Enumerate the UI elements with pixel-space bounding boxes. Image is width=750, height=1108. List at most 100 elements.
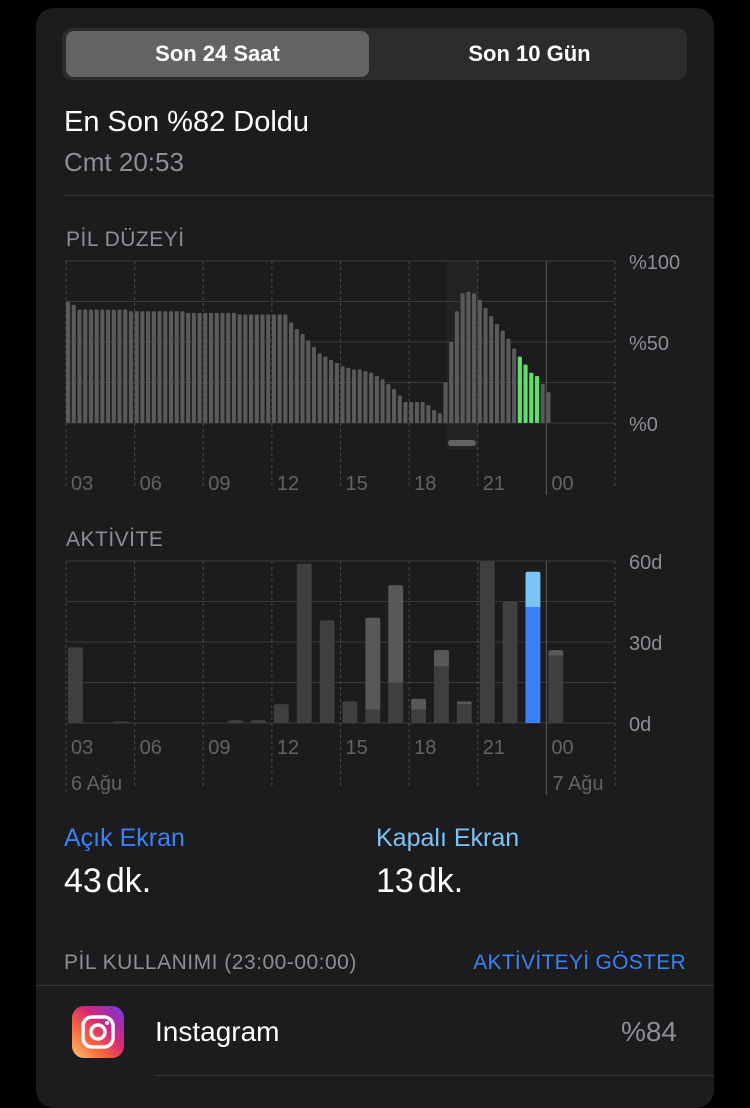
battery-bar	[111, 309, 116, 423]
battery-bar	[363, 371, 368, 423]
charging-indicator	[448, 440, 476, 446]
screen-on-segment	[548, 655, 564, 723]
battery-bar	[157, 311, 162, 423]
activity-bar[interactable]	[411, 698, 426, 723]
battery-bar	[168, 311, 174, 423]
battery-bar	[151, 311, 156, 423]
battery-usage-heading: PİL KULLANIMI (23:00-00:00)	[64, 951, 357, 974]
battery-bar	[106, 309, 111, 423]
screen-on-segment	[502, 601, 518, 723]
battery-bar	[409, 401, 414, 423]
x-tick-label: 12	[277, 737, 299, 759]
activity-bar[interactable]	[434, 650, 449, 723]
last-charge-title: En Son %82 Doldu	[64, 106, 310, 138]
battery-bar	[512, 348, 517, 423]
battery-bar-charging	[534, 376, 540, 423]
battery-bar	[226, 312, 231, 423]
screen-on-unit: dk.	[105, 862, 152, 900]
y-tick-label: 30d	[629, 633, 662, 655]
battery-bar-charging	[529, 372, 534, 423]
screen-off-segment	[411, 698, 426, 712]
last-charge-time: Cmt 20:53	[64, 147, 184, 177]
x-tick-label: 18	[414, 473, 436, 495]
battery-bar	[128, 311, 134, 423]
x-tick-label: 12	[277, 473, 299, 495]
battery-bar	[420, 401, 425, 423]
segment-last-10-days[interactable]: Son 10 Gün	[468, 41, 591, 66]
battery-bar	[477, 299, 482, 423]
activity-bar[interactable]	[296, 563, 312, 723]
battery-bar	[300, 333, 305, 423]
screen-on-segment	[479, 561, 495, 723]
battery-bar	[140, 311, 145, 423]
screen-off-minutes: 13	[376, 862, 414, 900]
screen-on-segment	[296, 563, 312, 723]
activity-bar-selected[interactable]	[525, 571, 541, 723]
battery-bar	[500, 330, 505, 423]
show-activity-link[interactable]: AKTİVİTEYİ GÖSTER	[473, 951, 686, 974]
activity-bar[interactable]	[388, 585, 404, 723]
activity-bar[interactable]	[273, 704, 289, 723]
activity-bar[interactable]	[113, 721, 129, 723]
y-tick-label: %100	[629, 252, 680, 274]
segment-last-24-hours[interactable]: Son 24 Saat	[66, 31, 369, 77]
activity-bar[interactable]	[319, 620, 335, 723]
screen-on-segment	[388, 682, 404, 723]
battery-bar	[289, 322, 294, 423]
screen-on-segment	[228, 720, 243, 723]
activity-bar[interactable]	[68, 647, 83, 723]
screen-on-segment	[113, 721, 129, 723]
battery-bar	[323, 356, 328, 423]
screen-off-value: 13 dk.	[376, 862, 463, 901]
screen-on-minutes: 43	[64, 862, 102, 900]
battery-bar	[83, 309, 88, 423]
battery-card	[36, 8, 714, 1108]
battery-bar	[294, 329, 299, 423]
screen-on-segment	[251, 720, 266, 723]
battery-bar	[374, 376, 379, 423]
activity-bar[interactable]	[228, 720, 243, 723]
activity-bar[interactable]	[342, 701, 358, 723]
divider	[64, 195, 714, 196]
battery-bar	[506, 338, 511, 423]
battery-bar	[163, 311, 168, 423]
battery-bar	[254, 314, 259, 423]
battery-bar	[191, 312, 196, 423]
y-tick-label: 0d	[629, 714, 651, 736]
battery-bar	[249, 314, 254, 423]
screen-on-segment	[525, 606, 541, 723]
battery-bar	[220, 312, 225, 423]
charts-svg[interactable]: 03 06 09 12 15 18 21 00 %100 %50 %0 03 06 09 12 15 18 21 0…	[0, 0, 750, 1080]
battery-bar	[243, 314, 248, 423]
activity-bar[interactable]	[479, 561, 495, 723]
x-tick-label: 03	[71, 473, 93, 495]
instagram-icon	[72, 1006, 124, 1058]
battery-bar	[449, 342, 454, 423]
battery-bar-charging	[523, 364, 528, 423]
battery-bar	[306, 340, 311, 423]
battery-bar	[443, 382, 448, 423]
battery-bar	[180, 311, 185, 423]
battery-bar	[123, 309, 128, 423]
battery-bar	[351, 369, 357, 423]
activity-bar[interactable]	[502, 601, 518, 724]
battery-bar-charging	[517, 356, 522, 423]
y-tick-label: %50	[629, 333, 669, 355]
battery-bar	[88, 309, 93, 423]
activity-bar[interactable]	[365, 617, 381, 723]
activity-bar[interactable]	[456, 701, 472, 723]
battery-bar	[357, 369, 362, 423]
screen-on-segment	[342, 701, 358, 723]
battery-bar	[214, 312, 219, 423]
screen-off-segment	[365, 617, 381, 712]
x-tick-label: 21	[483, 473, 505, 495]
battery-bar	[489, 316, 494, 423]
app-usage-percent: %84	[620, 1016, 677, 1047]
activity-bar[interactable]	[251, 720, 266, 723]
divider	[155, 1075, 714, 1076]
x-tick-label: 15	[346, 737, 368, 759]
battery-bar	[271, 314, 276, 423]
activity-bar[interactable]	[548, 650, 564, 723]
battery-bar	[432, 410, 437, 423]
battery-bar	[174, 311, 179, 423]
